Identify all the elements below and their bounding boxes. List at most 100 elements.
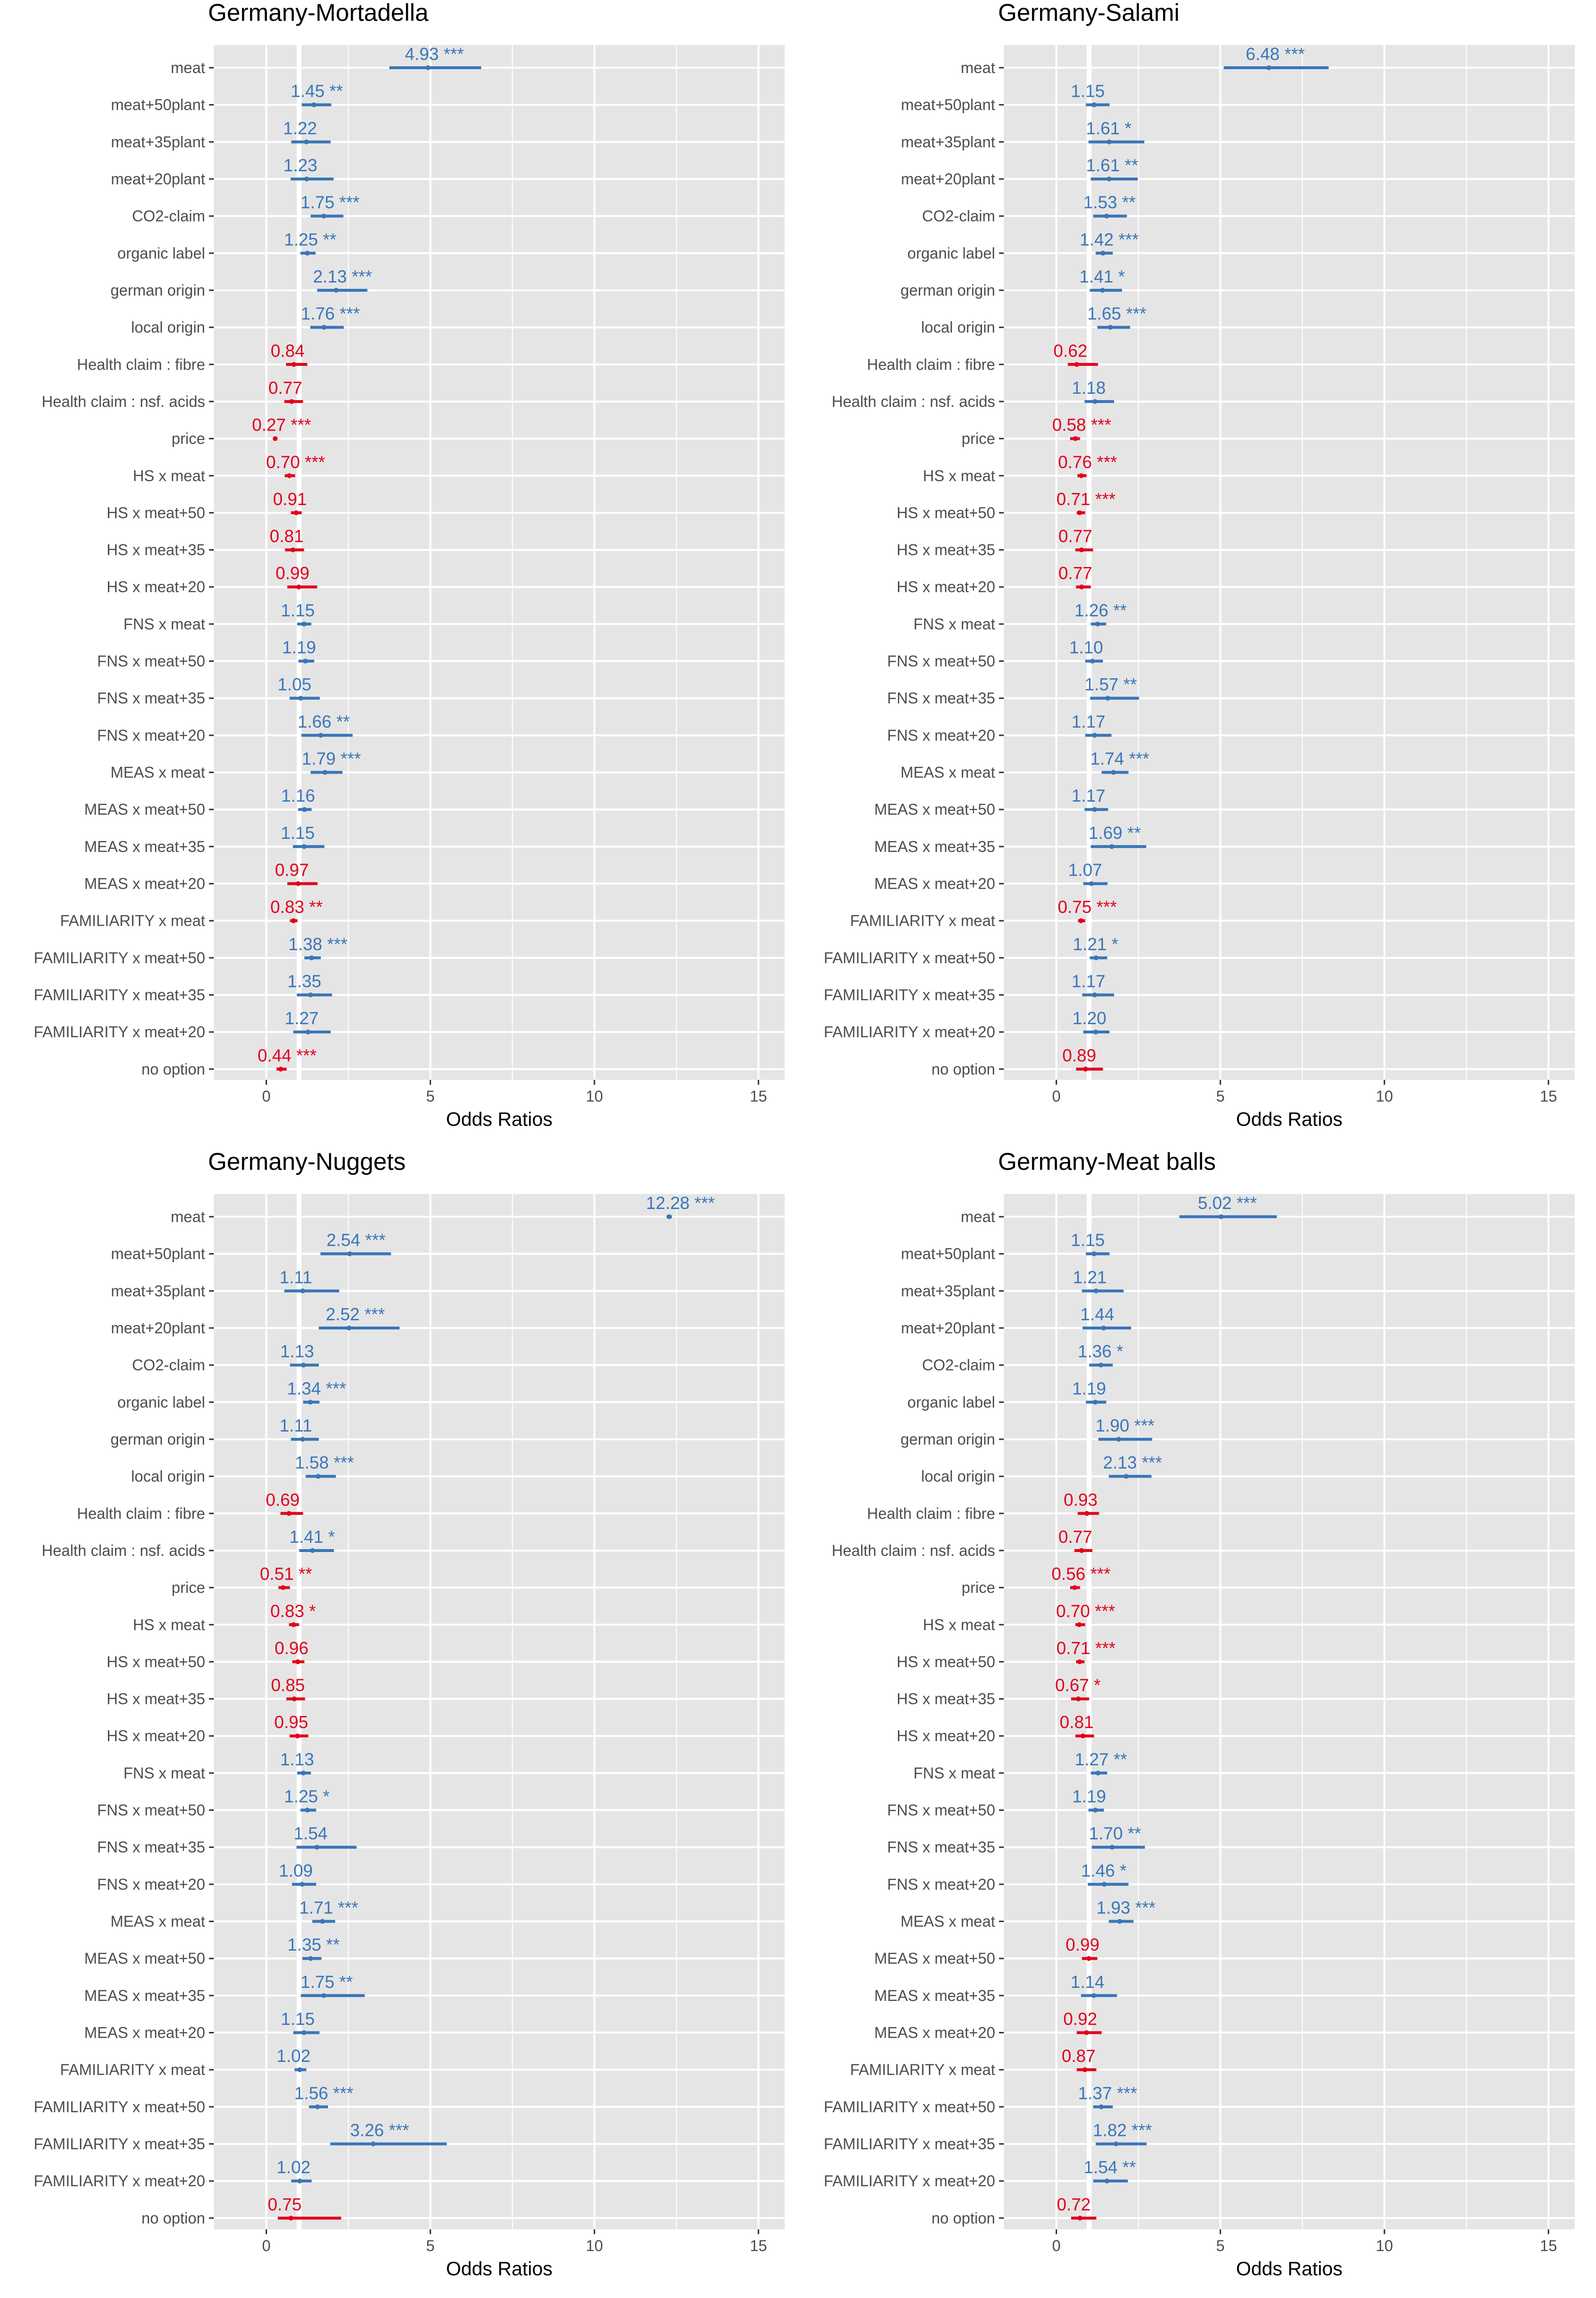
plot-background (214, 1194, 785, 2229)
x-tick-label: 10 (586, 1088, 603, 1105)
chart-title: Germany-Salami (998, 0, 1179, 26)
y-tick-label: FNS x meat+20 (97, 1876, 205, 1893)
y-tick-label: organic label (908, 1393, 995, 1411)
odds-ratio-label: 0.56 *** (1051, 1564, 1110, 1584)
y-tick-label: MEAS x meat+20 (874, 875, 995, 893)
odds-ratio-label: 1.79 *** (302, 749, 361, 769)
odds-ratio-point (1100, 287, 1105, 293)
odds-ratio-point (315, 2104, 320, 2109)
x-axis-title: Odds Ratios (446, 2258, 552, 2280)
odds-ratio-point (308, 1956, 313, 1961)
odds-ratio-label: 0.70 *** (266, 452, 325, 472)
y-tick-label: HS x meat+20 (106, 578, 205, 596)
odds-ratio-label: 0.76 *** (1058, 452, 1117, 472)
y-tick-label: FNS x meat+35 (97, 689, 205, 707)
odds-ratio-label: 1.35 (287, 971, 321, 991)
odds-ratio-label: 0.70 *** (1056, 1601, 1115, 1621)
odds-ratio-label: 1.26 ** (1074, 600, 1127, 620)
odds-ratio-label: 1.02 (277, 2157, 311, 2177)
odds-ratio-point (288, 2215, 294, 2221)
y-tick-label: Health claim : fibre (77, 1505, 205, 1522)
odds-ratio-point (299, 1881, 305, 1887)
odds-ratio-label: 0.44 *** (257, 1045, 316, 1065)
odds-ratio-label: 1.56 *** (294, 2083, 353, 2103)
odds-ratio-point (302, 807, 307, 812)
y-tick-label: HS x meat+20 (896, 578, 995, 596)
y-tick-label: local origin (131, 1468, 205, 1485)
y-tick-label: meat+20plant (901, 1319, 995, 1337)
odds-ratio-label: 0.92 (1063, 2009, 1097, 2029)
odds-ratio-label: 1.17 (1072, 971, 1105, 991)
odds-ratio-point (290, 547, 296, 552)
odds-ratio-label: 1.34 *** (287, 1378, 346, 1398)
y-tick-label: organic label (908, 244, 995, 262)
y-tick-label: FAMILIARITY x meat (60, 2061, 205, 2078)
odds-ratio-label: 1.19 (1072, 1787, 1106, 1806)
odds-ratio-point (1089, 881, 1094, 886)
odds-ratio-point (321, 213, 327, 219)
y-tick-label: meat+20plant (901, 170, 995, 188)
odds-ratio-label: 1.70 ** (1089, 1823, 1141, 1843)
y-tick-label: FNS x meat (123, 1764, 205, 1782)
odds-ratio-point (1093, 1288, 1099, 1294)
odds-ratio-label: 1.53 ** (1083, 193, 1135, 212)
y-tick-label: FNS x meat+20 (887, 1876, 995, 1893)
odds-ratio-point (292, 1696, 297, 1701)
odds-ratio-point (272, 436, 278, 441)
y-tick-label: no option (931, 1060, 995, 1078)
odds-ratio-label: 1.25 ** (284, 229, 336, 249)
odds-ratio-label: 0.93 (1064, 1490, 1098, 1509)
odds-ratio-point (1106, 139, 1112, 145)
odds-ratio-label: 1.23 (283, 155, 317, 175)
y-tick-label: MEAS x meat (110, 1913, 205, 1930)
forest-plot-germany-salami: Germany-Salami meat meat+50plant meat+35pla… (824, 0, 1575, 1130)
odds-ratio-point (1111, 770, 1116, 775)
odds-ratio-point (296, 584, 301, 590)
odds-ratio-label: 6.48 *** (1246, 44, 1305, 64)
odds-ratio-point (1077, 2215, 1083, 2221)
x-tick-label: 0 (262, 1088, 271, 1105)
y-tick-label: FNS x meat+50 (887, 1802, 995, 1819)
odds-ratio-point (1100, 251, 1105, 256)
y-tick-label: HS x meat+20 (896, 1727, 995, 1745)
odds-ratio-point (1106, 176, 1112, 181)
odds-ratio-point (1077, 510, 1082, 515)
odds-ratio-label: 1.42 *** (1080, 229, 1139, 249)
odds-ratio-label: 1.02 (277, 2046, 311, 2066)
odds-ratio-point (1105, 696, 1110, 701)
odds-ratio-point (318, 732, 324, 738)
y-tick-label: FAMILIARITY x meat+20 (824, 2172, 995, 2190)
odds-ratio-label: 1.65 *** (1087, 304, 1146, 324)
odds-ratio-label: 0.51 ** (260, 1564, 312, 1584)
odds-ratio-point (321, 1993, 327, 1998)
odds-ratio-point (291, 1622, 296, 1627)
odds-ratio-label: 0.58 *** (1052, 415, 1111, 435)
odds-ratio-point (291, 362, 297, 367)
odds-ratio-label: 1.54 ** (1084, 2157, 1136, 2177)
odds-ratio-point (1083, 1066, 1088, 1072)
odds-ratio-point (1079, 584, 1084, 590)
odds-ratio-label: 1.17 (1072, 786, 1105, 806)
x-tick-label: 15 (1540, 1088, 1557, 1105)
odds-ratio-point (300, 1288, 305, 1294)
y-tick-label: HS x meat+35 (106, 1690, 205, 1708)
y-tick-label: FNS x meat+35 (887, 689, 995, 707)
y-tick-label: organic label (118, 244, 205, 262)
x-axis-title: Odds Ratios (1236, 1109, 1342, 1130)
odds-ratio-label: 1.45 ** (291, 81, 343, 101)
y-tick-label: Health claim : nsf. acids (42, 1542, 205, 1559)
odds-ratio-point (286, 473, 292, 478)
odds-ratio-point (371, 2141, 376, 2147)
y-tick-label: Health claim : nsf. acids (832, 1542, 995, 1559)
odds-ratio-label: 1.11 (280, 1267, 312, 1287)
plot-background (214, 45, 785, 1080)
odds-ratio-point (300, 1436, 305, 1442)
y-tick-label: CO2-claim (922, 1357, 995, 1374)
odds-ratio-point (1084, 2030, 1089, 2035)
odds-ratio-label: 0.77 (1059, 1527, 1092, 1547)
odds-ratio-point (309, 955, 314, 960)
chart-title: Germany-Nuggets (208, 1148, 406, 1175)
odds-ratio-label: 3.26 *** (350, 2120, 409, 2140)
y-tick-label: HS x meat+50 (106, 504, 205, 522)
